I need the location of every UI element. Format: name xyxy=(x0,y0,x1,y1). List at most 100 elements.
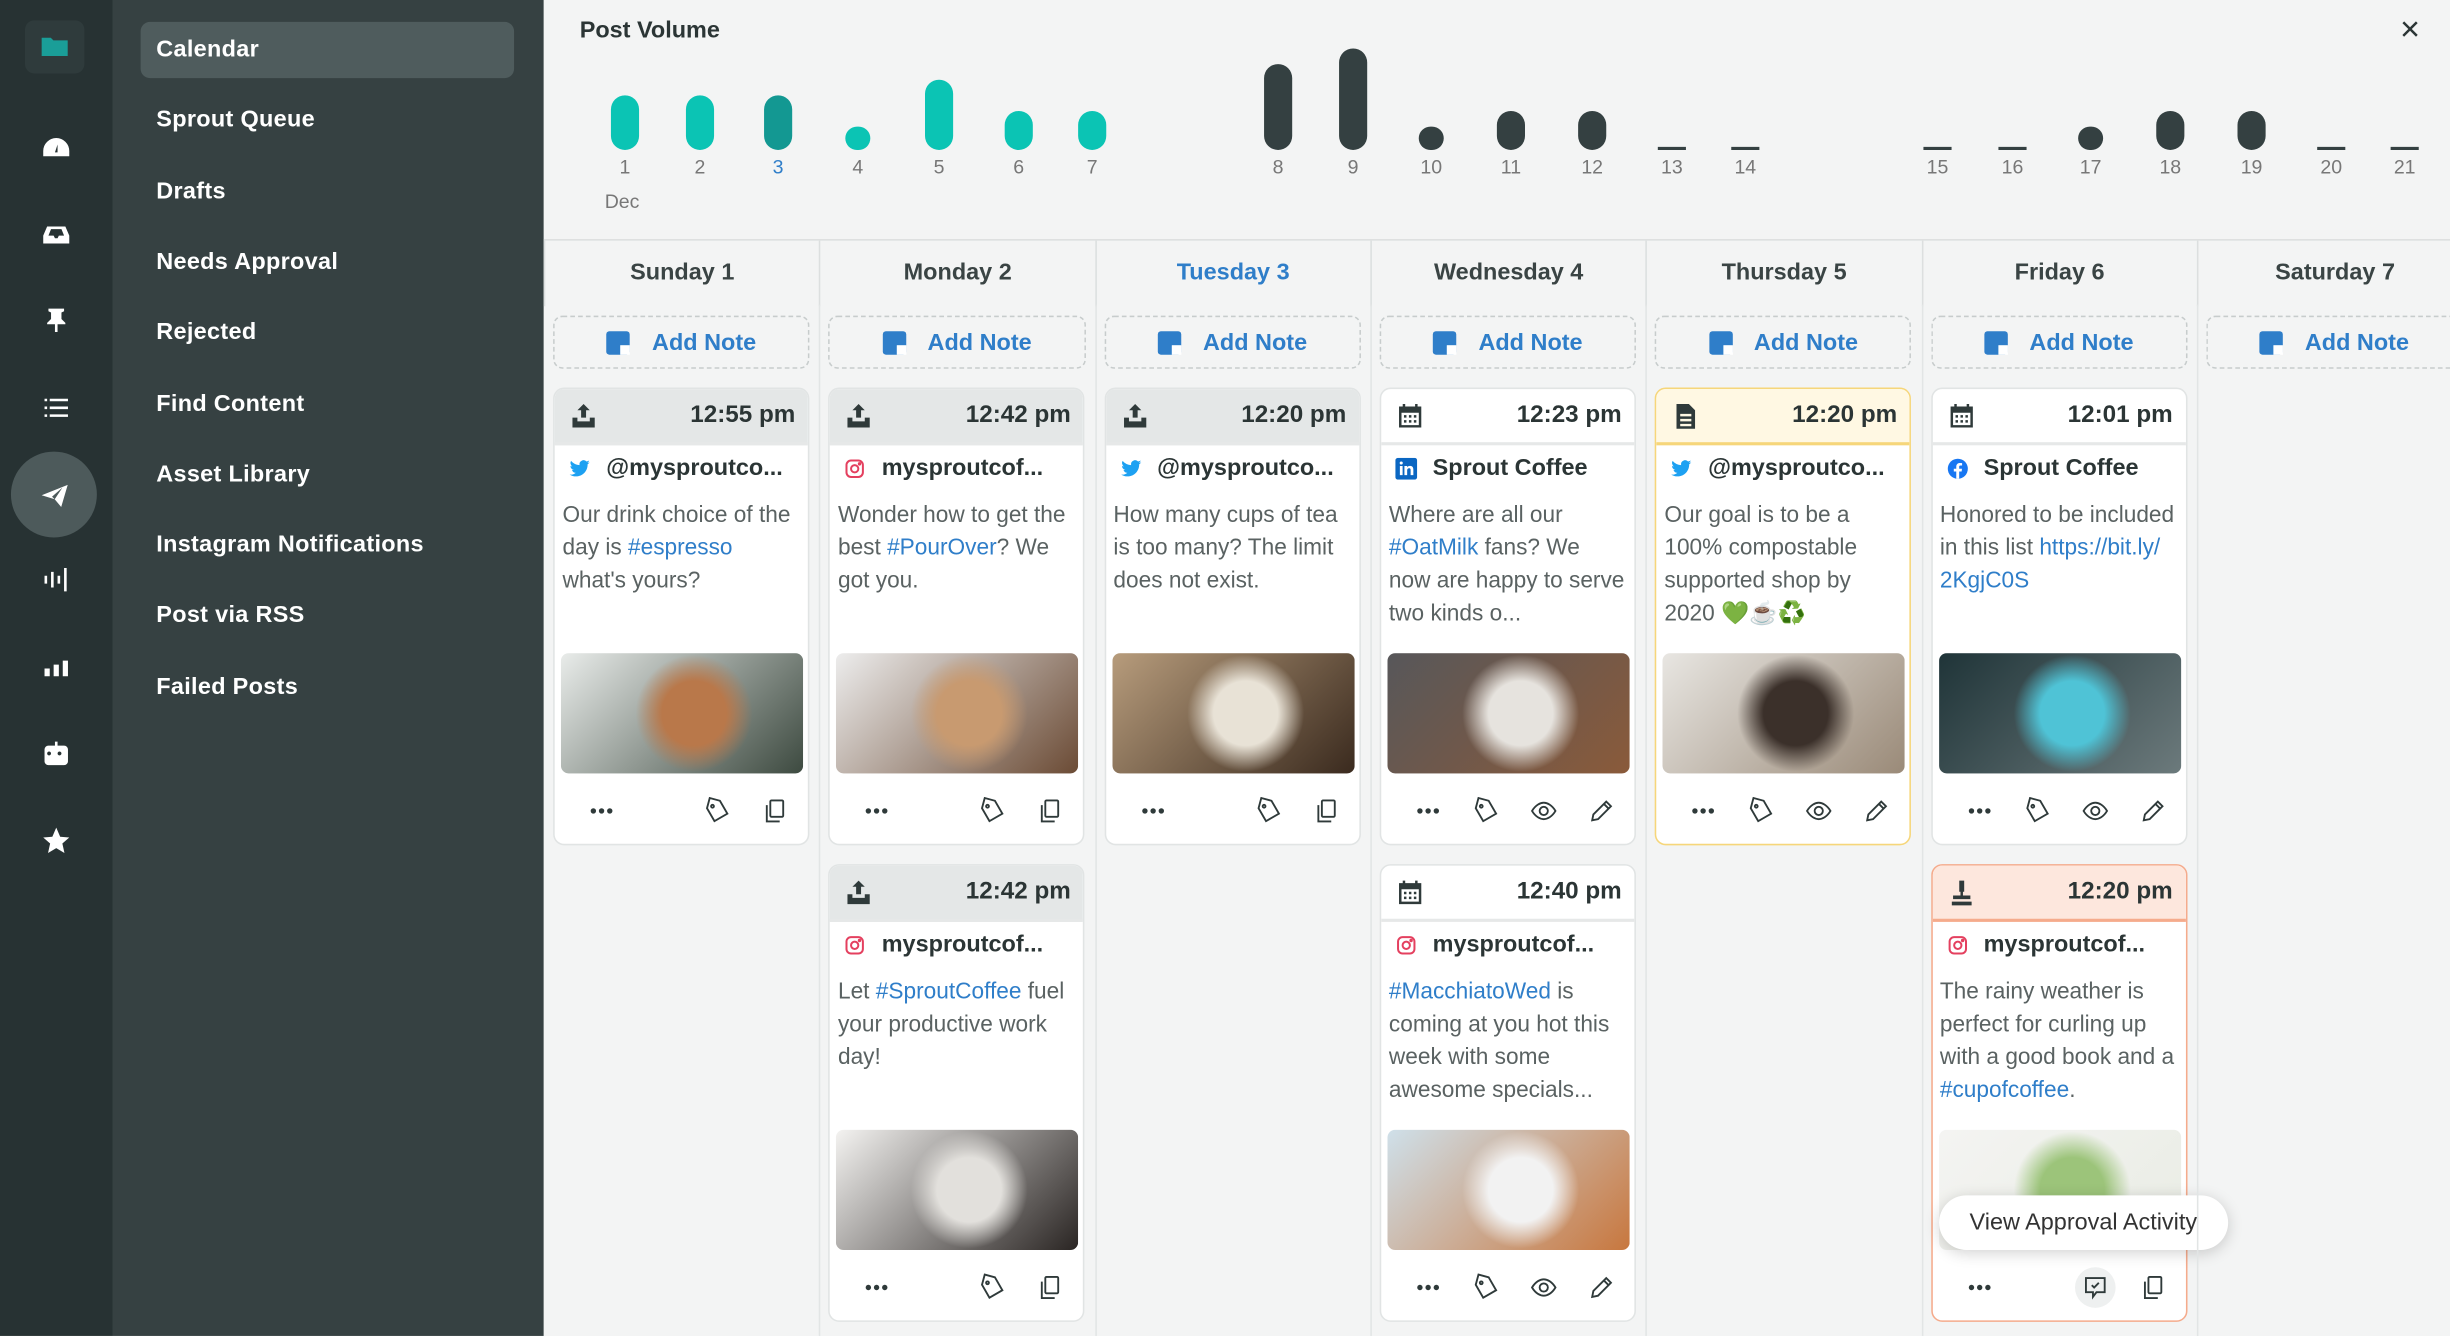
post-image[interactable] xyxy=(1387,1129,1630,1250)
volume-bar-21[interactable] xyxy=(2390,146,2419,150)
volume-bar-15[interactable] xyxy=(1923,146,1952,150)
volume-bar-8[interactable] xyxy=(1264,64,1293,150)
nav-item-asset-library[interactable]: Asset Library xyxy=(156,460,311,488)
rail-gauge-button[interactable] xyxy=(16,117,97,180)
post-image[interactable] xyxy=(560,653,804,774)
volume-bar-14[interactable] xyxy=(1731,146,1760,150)
tag-button[interactable] xyxy=(972,791,1013,832)
volume-bar-17[interactable] xyxy=(2078,126,2104,150)
approval-activity-button[interactable] xyxy=(2074,1267,2115,1308)
rail-bot-button[interactable] xyxy=(16,723,97,786)
hashtag-link[interactable]: #SproutCoffee xyxy=(875,979,1022,1005)
pencil-button[interactable] xyxy=(1581,791,1622,832)
nav-item-rejected[interactable]: Rejected xyxy=(156,319,257,346)
volume-bar-9[interactable] xyxy=(1339,48,1368,150)
rail-list-button[interactable] xyxy=(16,377,97,440)
hashtag-link[interactable]: #PourOver xyxy=(887,535,997,561)
post-card[interactable]: 12:23 pm Sprout Coffee Where are all our #… xyxy=(1379,387,1636,846)
add-note-button[interactable]: Add Note xyxy=(1104,315,1361,369)
post-image[interactable] xyxy=(836,653,1079,774)
rail-paper-plane-button[interactable] xyxy=(10,451,97,538)
add-note-button[interactable]: Add Note xyxy=(1654,315,1912,369)
hashtag-link[interactable]: #espresso xyxy=(628,535,733,561)
post-card[interactable]: 12:20 pm @mysproutco... Our goal is to be … xyxy=(1654,387,1912,846)
post-image[interactable] xyxy=(1662,653,1905,774)
more-button[interactable] xyxy=(857,1267,898,1308)
rail-listening-button[interactable] xyxy=(16,548,97,611)
hashtag-link[interactable]: #cupofcoffee xyxy=(1939,1078,2070,1104)
hashtag-link[interactable]: #OatMilk xyxy=(1388,535,1479,561)
add-note-button[interactable]: Add Note xyxy=(2205,315,2450,369)
more-button[interactable] xyxy=(1959,1267,2000,1308)
tag-button[interactable] xyxy=(1741,791,1782,832)
volume-bar-10[interactable] xyxy=(1418,126,1444,150)
pencil-button[interactable] xyxy=(1581,1267,1622,1308)
volume-bar-5[interactable] xyxy=(925,79,954,150)
post-card[interactable]: 12:40 pm mysproutcof... #MacchiatoWed is c… xyxy=(1379,864,1636,1322)
nav-item-drafts[interactable]: Drafts xyxy=(156,177,226,205)
add-note-button[interactable]: Add Note xyxy=(828,315,1086,369)
nav-item-needs-approval[interactable]: Needs Approval xyxy=(156,248,339,275)
volume-bar-19[interactable] xyxy=(2237,110,2266,150)
more-button[interactable] xyxy=(1132,791,1173,832)
pencil-button[interactable] xyxy=(2132,791,2173,832)
volume-bar-12[interactable] xyxy=(1578,110,1607,150)
add-note-button[interactable]: Add Note xyxy=(553,315,810,369)
post-card[interactable]: 12:20 pm mysproutcof... The rainy weather … xyxy=(1930,864,2187,1322)
nav-item-sprout-queue[interactable]: Sprout Queue xyxy=(156,106,315,134)
volume-bar-6[interactable] xyxy=(1004,110,1033,150)
nav-item-find-content[interactable]: Find Content xyxy=(156,389,305,417)
rail-folder-button[interactable] xyxy=(25,20,85,74)
volume-bar-7[interactable] xyxy=(1078,110,1107,150)
add-note-button[interactable]: Add Note xyxy=(1379,315,1637,369)
volume-bar-3[interactable] xyxy=(764,95,793,150)
eye-button[interactable] xyxy=(2074,791,2115,832)
nav-item-post-via-rss[interactable]: Post via RSS xyxy=(156,602,305,629)
more-button[interactable] xyxy=(1408,1267,1449,1308)
volume-bar-1[interactable] xyxy=(610,95,640,150)
pencil-button[interactable] xyxy=(1857,791,1898,832)
copy-button[interactable] xyxy=(2132,1267,2173,1308)
volume-bar-18[interactable] xyxy=(2156,110,2185,150)
more-button[interactable] xyxy=(1683,791,1724,832)
post-card[interactable]: 12:20 pm @mysproutco... How many cups of t… xyxy=(1104,387,1361,846)
copy-button[interactable] xyxy=(1306,791,1347,832)
tag-button[interactable] xyxy=(1248,791,1289,832)
tag-button[interactable] xyxy=(697,791,738,832)
rail-inbox-button[interactable] xyxy=(16,203,97,266)
volume-bar-11[interactable] xyxy=(1496,110,1525,150)
volume-bar-16[interactable] xyxy=(1998,146,2027,150)
nav-item-calendar[interactable]: Calendar xyxy=(140,21,515,79)
tag-button[interactable] xyxy=(972,1267,1013,1308)
more-button[interactable] xyxy=(1959,791,2000,832)
post-card[interactable]: 12:01 pm Sprout Coffee Honored to be inclu… xyxy=(1930,387,2187,846)
nav-item-failed-posts[interactable]: Failed Posts xyxy=(156,672,299,700)
nav-item-instagram-notifications[interactable]: Instagram Notifications xyxy=(156,531,424,558)
close-icon[interactable]: × xyxy=(2400,9,2421,49)
post-card[interactable]: 12:42 pm mysproutcof... Wonder how to get … xyxy=(828,387,1085,846)
eye-button[interactable] xyxy=(1799,791,1840,832)
post-image[interactable] xyxy=(1938,653,2181,774)
copy-button[interactable] xyxy=(1030,791,1071,832)
copy-button[interactable] xyxy=(755,791,796,832)
tag-button[interactable] xyxy=(2016,791,2057,832)
eye-button[interactable] xyxy=(1523,1267,1564,1308)
more-button[interactable] xyxy=(581,791,622,832)
post-card[interactable]: 12:42 pm mysproutcof... Let #SproutCoffee … xyxy=(828,864,1085,1322)
volume-bar-20[interactable] xyxy=(2317,146,2346,150)
post-card[interactable]: 12:55 pm @mysproutco... Our drink choice o… xyxy=(553,387,810,846)
rail-bar-chart-button[interactable] xyxy=(16,636,97,699)
post-image[interactable] xyxy=(836,1129,1079,1250)
tag-button[interactable] xyxy=(1465,791,1506,832)
volume-bar-2[interactable] xyxy=(685,95,715,150)
tag-button[interactable] xyxy=(1465,1267,1506,1308)
more-button[interactable] xyxy=(857,791,898,832)
volume-bar-13[interactable] xyxy=(1657,146,1686,150)
post-image[interactable] xyxy=(1111,653,1355,774)
rail-pin-button[interactable] xyxy=(16,289,97,352)
post-image[interactable] xyxy=(1387,653,1630,774)
eye-button[interactable] xyxy=(1523,791,1564,832)
more-button[interactable] xyxy=(1408,791,1449,832)
hashtag-link[interactable]: #MacchiatoWed xyxy=(1388,979,1551,1005)
rail-star-button[interactable] xyxy=(16,809,97,872)
